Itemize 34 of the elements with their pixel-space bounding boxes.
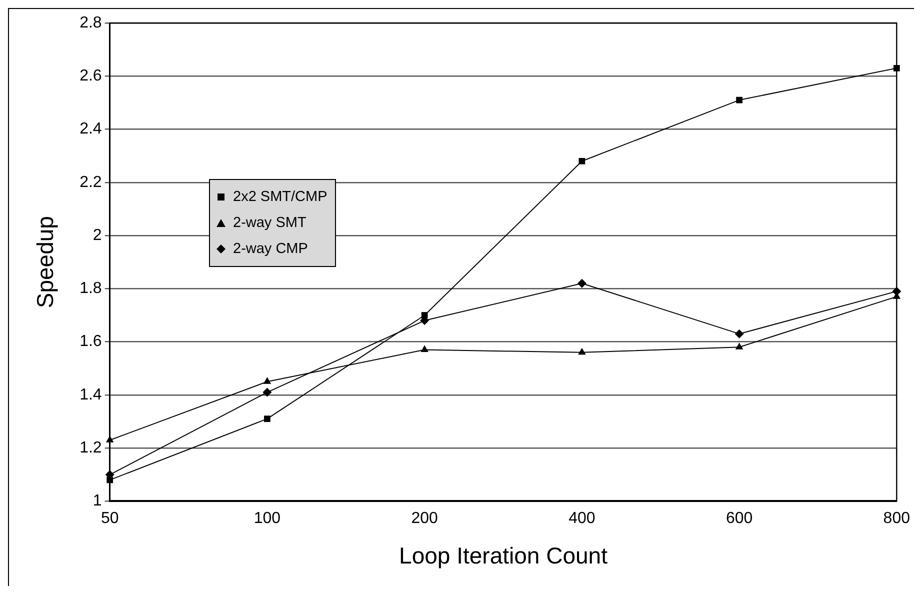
y-tick-label: 2.8 (80, 14, 102, 32)
point (421, 312, 428, 318)
point (106, 436, 114, 442)
legend-label: 2-way CMP (233, 240, 308, 259)
y-tick-label: 1.8 (80, 280, 102, 298)
x-tick-label: 100 (254, 510, 281, 528)
y-tick-label: 2.6 (80, 68, 102, 85)
y-tick-label: 2.2 (80, 174, 102, 191)
y-axis-title: Speedup (32, 216, 58, 308)
point (420, 345, 428, 352)
legend-label: 2x2 SMT/CMP (233, 188, 328, 207)
x-tick-label: 50 (100, 510, 119, 528)
point (577, 278, 586, 288)
x-tick-label: 800 (883, 510, 910, 528)
point (578, 158, 586, 164)
x-axis-title: Loop Iteration Count (399, 542, 608, 569)
y-tick-label: 1.6 (80, 333, 102, 350)
point (734, 329, 744, 338)
y-tick-label: 1.2 (80, 439, 102, 456)
legend-label: 2-way SMT (233, 214, 306, 233)
y-tick-label: 2 (92, 226, 102, 244)
y-tick-label: 2.4 (80, 120, 102, 138)
x-tick-label: 200 (411, 510, 438, 528)
y-tick-label: 1 (92, 492, 102, 510)
point (263, 377, 272, 384)
point (735, 342, 744, 350)
point (736, 96, 742, 104)
y-tick-label: 1.4 (80, 386, 102, 404)
point (578, 348, 586, 355)
point (106, 476, 114, 484)
point (262, 388, 272, 397)
x-tick-label: 600 (726, 510, 753, 528)
point (264, 416, 270, 422)
x-tick-label: 400 (568, 510, 596, 528)
